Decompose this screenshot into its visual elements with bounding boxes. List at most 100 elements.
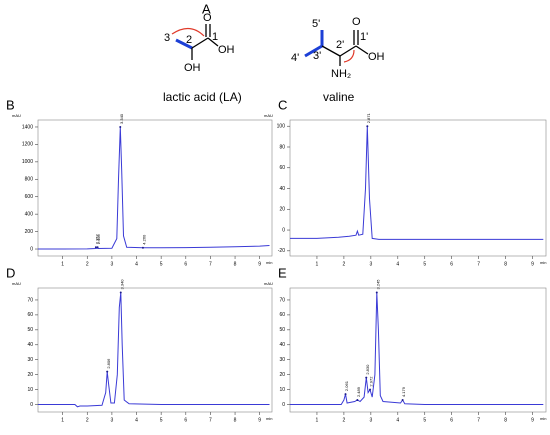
y-tick-label: 30 [279, 357, 285, 363]
atom-label: OH [184, 62, 201, 74]
valine-structure [304, 30, 369, 66]
y-tick-label: 1000 [22, 159, 33, 165]
y-tick-label: 50 [27, 327, 33, 333]
x-axis-label: min [540, 416, 546, 421]
y-tick-label: 800 [25, 177, 34, 183]
peak-marker [94, 246, 97, 249]
x-tick-label: 4 [396, 261, 399, 267]
y-tick-label: 0 [282, 227, 285, 233]
x-tick-label: 8 [504, 417, 507, 423]
y-tick-label: 70 [27, 297, 33, 303]
x-tick-label: 6 [184, 417, 187, 423]
plot-frame [289, 119, 547, 257]
x-tick-label: 4 [135, 417, 138, 423]
y-tick-label: 200 [25, 229, 34, 235]
peak-label: 2.830 [365, 364, 370, 375]
y-tick-label: 0 [30, 246, 33, 252]
x-tick-label: 2 [343, 261, 346, 267]
x-tick-label: 8 [234, 261, 237, 267]
y-tick-label: 1200 [22, 142, 33, 148]
y-tick-label: 10 [27, 387, 33, 393]
y-tick-label: 60 [279, 312, 285, 318]
x-tick-label: 7 [477, 261, 480, 267]
x-tick-label: 1 [61, 417, 64, 423]
peak-label: 3.340 [119, 279, 124, 290]
peak-marker [96, 246, 99, 249]
chromatogram-line [38, 292, 270, 408]
x-tick-label: 6 [184, 261, 187, 267]
atom-label: 3' [313, 50, 321, 62]
lactic-acid-structure [171, 24, 219, 60]
y-tick-label: 400 [25, 211, 34, 217]
peak-label: 2.405 [96, 233, 101, 244]
atom-label: 4' [291, 52, 299, 64]
y-tick-label: 100 [277, 124, 286, 130]
peak-marker [375, 291, 378, 294]
x-tick-label: 6 [450, 417, 453, 423]
peak-label: 3.245 [375, 279, 380, 290]
plot-frame [289, 287, 547, 413]
atom-label: 2 [186, 34, 192, 46]
x-tick-label: 3 [111, 417, 114, 423]
x-tick-label: 9 [531, 417, 534, 423]
y-tick-label: 30 [27, 357, 33, 363]
y-tick-label: 60 [279, 165, 285, 171]
x-tick-label: 2 [343, 417, 346, 423]
panel-label: E [278, 265, 287, 280]
x-tick-label: 6 [450, 261, 453, 267]
x-tick-label: 7 [477, 417, 480, 423]
compound-name: valine [323, 90, 355, 104]
chromatogram-line [290, 126, 544, 240]
atom-label: 5' [312, 18, 320, 30]
panel-label: C [278, 97, 287, 112]
y-tick-label: 40 [279, 186, 285, 192]
x-tick-label: 1 [316, 417, 319, 423]
y-tick-label: -20 [278, 248, 285, 254]
peak-marker [366, 125, 369, 128]
atom-label: 1 [212, 31, 218, 43]
y-tick-label: 600 [25, 194, 34, 200]
x-tick-label: 2 [86, 261, 89, 267]
peak-marker [369, 388, 372, 391]
x-tick-label: 9 [531, 261, 534, 267]
x-tick-label: 7 [209, 261, 212, 267]
x-tick-label: 5 [160, 417, 163, 423]
x-tick-label: 4 [396, 417, 399, 423]
peak-label: 2.352 [94, 233, 99, 244]
x-axis-label: min [540, 260, 546, 265]
peak-marker [344, 393, 347, 396]
peak-label: 2.972 [369, 376, 374, 387]
x-tick-label: 8 [234, 417, 237, 423]
peak-marker [365, 376, 368, 379]
plot-frame [37, 287, 273, 413]
y-tick-label: 60 [27, 312, 33, 318]
peak-label: 4.179 [401, 386, 406, 397]
x-tick-label: 3 [369, 261, 372, 267]
y-tick-label: 80 [279, 144, 285, 150]
atom-label: NH₂ [331, 68, 351, 80]
peak-marker [106, 370, 109, 373]
peak-marker [119, 125, 122, 128]
x-tick-label: 9 [258, 261, 261, 267]
x-tick-label: 5 [423, 417, 426, 423]
peak-marker [401, 399, 404, 402]
x-axis-label: min [266, 416, 272, 421]
y-tick-label: 20 [279, 207, 285, 213]
x-tick-label: 1 [316, 261, 319, 267]
peak-label: 2.061 [344, 380, 349, 391]
x-tick-label: 3 [369, 417, 372, 423]
atom-label: OH [218, 44, 235, 56]
y-tick-label: 40 [279, 342, 285, 348]
peak-label: 2.489 [356, 386, 361, 397]
x-tick-label: 5 [160, 261, 163, 267]
x-tick-label: 3 [111, 261, 114, 267]
y-tick-label: 0 [30, 402, 33, 408]
atom-label: 1' [360, 31, 368, 43]
y-tick-label: 50 [279, 327, 285, 333]
chromatogram-line [38, 126, 270, 250]
y-tick-label: 40 [27, 342, 33, 348]
panel-label: D [6, 265, 15, 280]
peak-marker [141, 246, 144, 249]
peak-marker [356, 399, 359, 402]
